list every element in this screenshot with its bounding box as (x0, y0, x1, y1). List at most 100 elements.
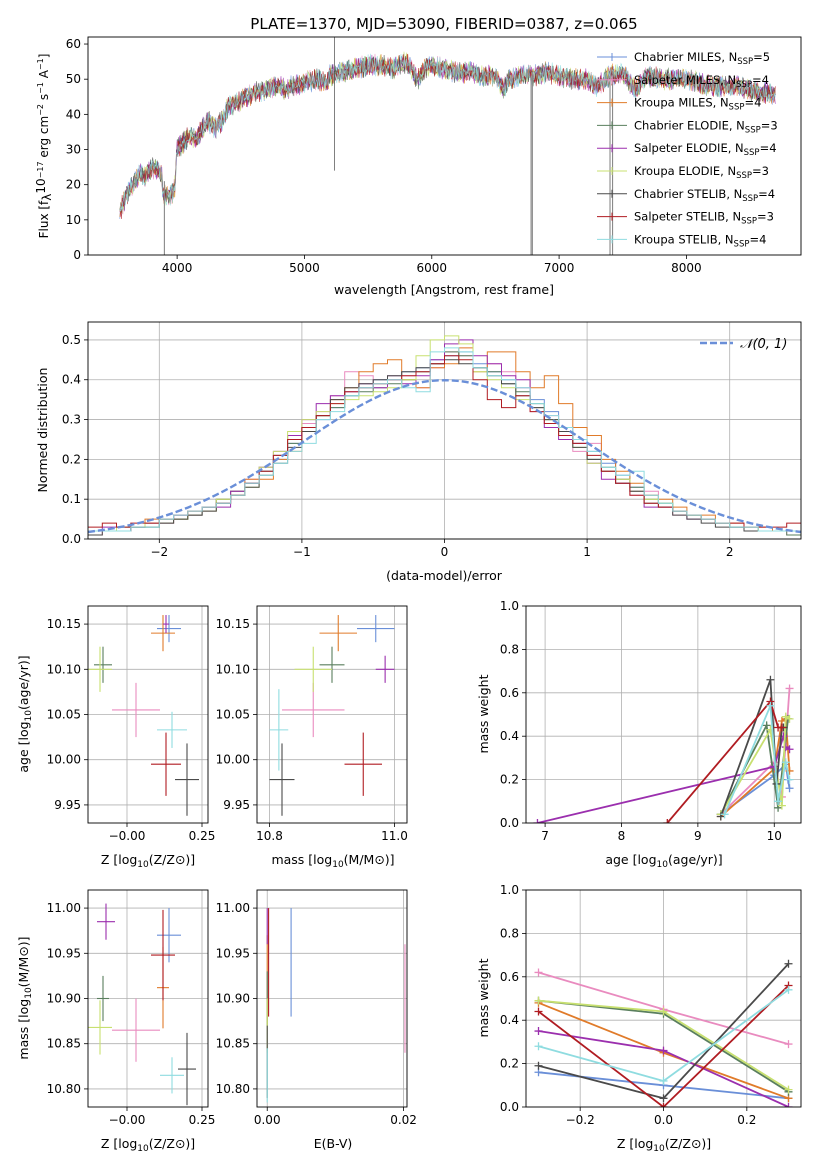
y-tick-label: 10.00 (216, 753, 250, 767)
y-tick-label: 0.1 (62, 492, 81, 506)
chart-spectrum: 4000 5000 6000 7000 8000 0 10 20 30 40 50 60 wavelen… (34, 36, 802, 297)
plot-area (88, 903, 196, 1106)
y-tick-label: 20 (66, 178, 81, 192)
y-tick-label: 0.6 (500, 970, 519, 984)
errorbar-point (319, 646, 345, 683)
legend-label: Kroupa MILES, NSSP=4 (634, 96, 761, 113)
x-tick-label: 0.02 (390, 1113, 417, 1127)
y-tick-label: 0.2 (500, 1057, 519, 1071)
plots-layer: 4000 5000 6000 7000 80000102030405060wavelen… (16, 36, 802, 1154)
x-tick-label: 2 (726, 545, 734, 559)
x-tick-label: 7000 (544, 261, 575, 275)
x-tick-label: 10.8 (256, 829, 283, 843)
normal-curve (88, 378, 801, 534)
y-tick-label: 1.0 (500, 883, 519, 897)
x-tick-label: −0.00 (109, 1113, 146, 1127)
errorbar-point (97, 975, 109, 1022)
y-tick-label: 10.90 (47, 992, 81, 1006)
weight-marker (766, 701, 775, 710)
errorbar-point (157, 908, 181, 963)
errorbar-point (88, 646, 112, 692)
x-tick-label: 7 (541, 829, 549, 843)
errorbar-point (319, 615, 357, 652)
y-tick-label: 0.5 (62, 333, 81, 347)
weight-marker (659, 1076, 668, 1085)
y-tick-label: 10.05 (47, 708, 81, 722)
y-tick-label: 60 (66, 37, 81, 51)
spectrum-legend: Chabrier MILES, NSSP=5 Salpeter MILES, NS… (597, 50, 778, 249)
plot-area (534, 959, 793, 1107)
y-tick-label: 0.0 (500, 816, 519, 830)
y-tick-label: 10.00 (47, 753, 81, 767)
errorbar-point (97, 903, 115, 940)
errorbar-point (151, 909, 175, 1001)
legend-label: Salpeter MILES, NSSP=4 (634, 73, 769, 90)
y-axis-label: Flux [fλ10−17 erg cm−2 s−1 A−1] (34, 54, 54, 239)
y-tick-label: 10.05 (216, 708, 250, 722)
errorbar-point (269, 689, 289, 771)
weight-marker (659, 1103, 668, 1107)
chart-z_vs_weight: −0.2 0.0 0.2 0.0 0.2 0.4 0.6 0.8 1.0 Z [log10(Z/Z… (476, 883, 802, 1154)
x-tick-label: 0.25 (189, 829, 216, 843)
histogram-step (88, 347, 801, 532)
spectrum-line (119, 53, 776, 220)
x-axis-label: Z [log10(Z/Z⊙)] (101, 1136, 195, 1154)
weight-marker (533, 819, 542, 823)
errorbar-point (151, 615, 175, 652)
y-tick-label: 0.8 (500, 642, 519, 656)
y-tick-label: 0.4 (500, 1013, 519, 1027)
y-axis-label: mass weight (476, 674, 491, 753)
weight-marker (785, 775, 794, 784)
y-tick-label: 0.4 (62, 373, 81, 387)
weight-marker (774, 797, 783, 806)
chart-age_vs_weight: 7 8 9 10 0.0 0.2 0.4 0.6 0.8 1.0 age [log10(age/yr… (476, 599, 802, 870)
weight-marker (659, 1094, 668, 1103)
y-axis-label: mass [log10(M/M⊙)] (16, 936, 34, 1059)
weight-marker (720, 810, 729, 819)
axes-frame (525, 605, 802, 824)
weight-marker (785, 684, 794, 693)
weight-marker (534, 1007, 543, 1016)
weight-marker (777, 801, 786, 810)
axes-frame (87, 36, 802, 256)
weight-marker (784, 959, 793, 968)
errorbar-point (269, 743, 295, 816)
errorbar-point (375, 655, 395, 683)
y-tick-label: 0.0 (500, 1100, 519, 1114)
y-tick-label: 10 (66, 213, 81, 227)
x-tick-label: 9 (694, 829, 702, 843)
y-tick-label: 9.95 (54, 798, 81, 812)
weight-marker (785, 714, 794, 723)
x-axis-label: age [log10(age/yr)] (605, 852, 722, 870)
legend-label: 𝒩(0, 1) (740, 337, 787, 352)
x-tick-label: 6000 (416, 261, 447, 275)
x-tick-label: 10 (767, 829, 782, 843)
y-tick-label: 10.90 (216, 992, 250, 1006)
legend-label: Salpeter ELODIE, NSSP=4 (634, 141, 777, 158)
axes-frame (256, 889, 408, 1108)
weight-marker (785, 745, 794, 754)
errorbar-point (94, 646, 112, 683)
x-tick-label: 11.0 (381, 829, 408, 843)
x-tick-label: 8 (618, 829, 626, 843)
legend-label: Chabrier MILES, NSSP=5 (634, 50, 770, 67)
errorbar-point (175, 743, 199, 816)
x-axis-label: Z [log10(Z/Z⊙)] (617, 1136, 711, 1154)
errorbar-point (112, 998, 160, 1062)
legend-label: Kroupa STELIB, NSSP=4 (634, 232, 766, 249)
y-tick-label: 1.0 (500, 599, 519, 613)
y-tick-label: 10.10 (216, 662, 250, 676)
errorbar-point (160, 1057, 184, 1094)
y-tick-label: 10.85 (47, 1037, 81, 1051)
y-tick-label: 11.00 (216, 901, 250, 915)
y-tick-label: 0.4 (500, 729, 519, 743)
x-axis-label: wavelength [Angstrom, rest frame] (334, 282, 554, 297)
x-tick-label: 5000 (289, 261, 320, 275)
axes-frame (525, 889, 802, 1108)
y-tick-label: 10.80 (47, 1082, 81, 1096)
x-tick-label: 8000 (671, 261, 702, 275)
plot-area (266, 908, 406, 1103)
y-tick-label: 30 (66, 143, 81, 157)
errorbar-point (357, 615, 395, 643)
x-tick-label: 0.25 (189, 1113, 216, 1127)
